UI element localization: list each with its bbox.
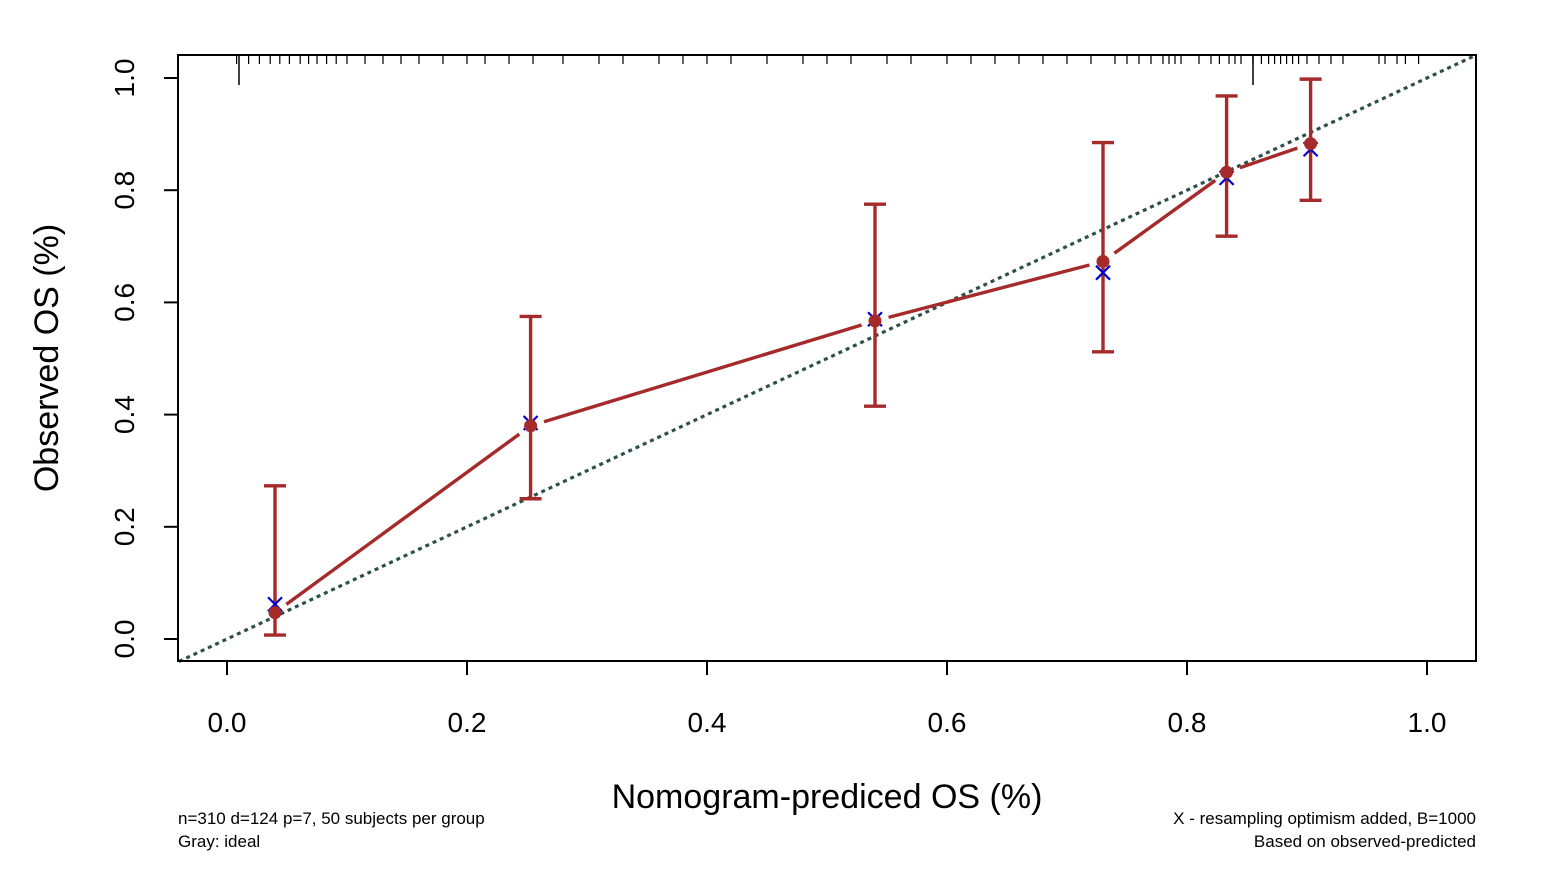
footnote-right-line1: X - resampling optimism added, B=1000 xyxy=(1173,809,1476,828)
y-tick-label: 1.0 xyxy=(109,59,140,98)
x-tick-label: 1.0 xyxy=(1408,707,1447,738)
y-tick-label: 0.2 xyxy=(109,507,140,546)
x-axis-title: Nomogram-prediced OS (%) xyxy=(612,778,1043,816)
footnote-right-line2: Based on observed-predicted xyxy=(1254,832,1476,851)
ideal-line xyxy=(178,54,1476,663)
x-tick-label: 0.0 xyxy=(208,707,247,738)
bias-corrected-point xyxy=(1095,264,1111,281)
observed-line-segment xyxy=(1113,179,1217,255)
y-axis: 0.0 0.2 0.4 0.6 0.8 1.0 xyxy=(109,59,179,659)
x-tick-label: 0.2 xyxy=(448,707,487,738)
x-axis: 0.0 0.2 0.4 0.6 0.8 1.0 xyxy=(208,660,1447,738)
y-tick-label: 0.0 xyxy=(109,620,140,659)
observed-line-segment xyxy=(1239,146,1298,170)
plot-layer xyxy=(178,54,1476,663)
observed-line-segment xyxy=(543,323,863,424)
x-tick-label: 0.4 xyxy=(688,707,727,738)
x-tick-label: 0.6 xyxy=(928,707,967,738)
y-tick-label: 0.4 xyxy=(109,395,140,434)
observed-point xyxy=(1096,254,1110,268)
y-axis-title: Observed OS (%) xyxy=(28,224,66,492)
observed-point xyxy=(524,419,538,433)
footnote-left-line1: n=310 d=124 p=7, 50 subjects per group xyxy=(178,809,485,828)
observed-point xyxy=(868,314,882,328)
x-tick-label: 0.8 xyxy=(1168,707,1207,738)
observed-line-segment xyxy=(888,263,1090,320)
y-tick-label: 0.8 xyxy=(109,171,140,210)
observed-point xyxy=(1220,165,1234,179)
y-tick-label: 0.6 xyxy=(109,283,140,322)
observed-line-segment xyxy=(285,432,521,606)
observed-point xyxy=(268,606,282,620)
footnote-left-line2: Gray: ideal xyxy=(178,832,260,851)
observed-point xyxy=(1304,137,1318,151)
